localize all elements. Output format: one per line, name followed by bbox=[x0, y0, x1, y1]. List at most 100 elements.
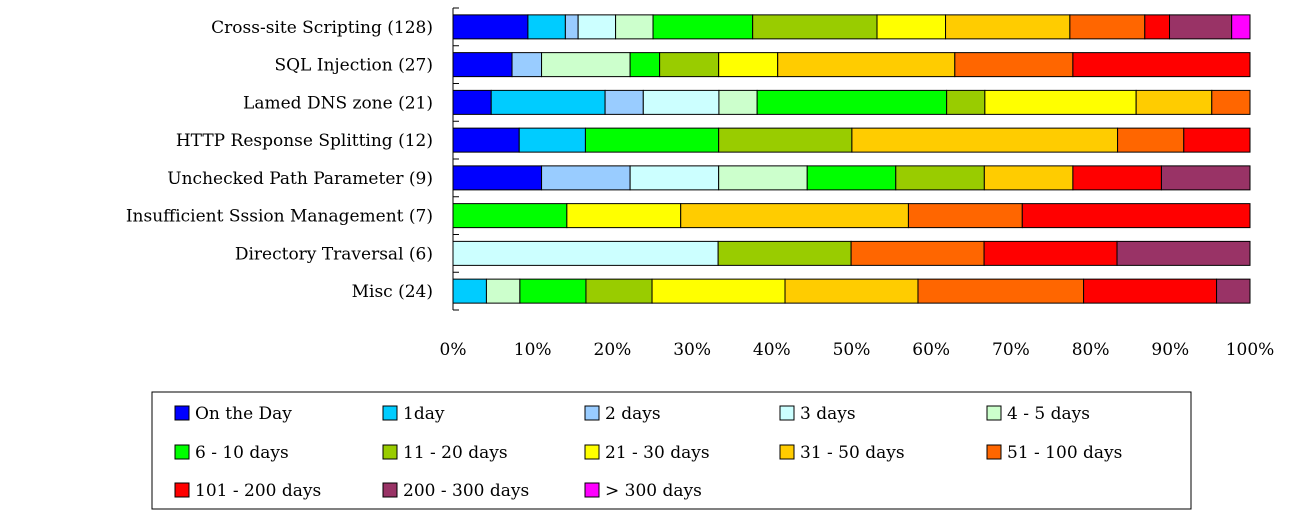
x-tick-label: 20% bbox=[594, 340, 632, 360]
bar-segment bbox=[983, 165, 1074, 191]
legend-label: > 300 days bbox=[605, 481, 702, 501]
legend-swatch bbox=[174, 482, 190, 498]
bar-segment bbox=[511, 52, 543, 78]
bar-segment bbox=[452, 89, 492, 115]
bar-segment bbox=[452, 127, 520, 153]
category-label: Directory Traversal (6) bbox=[235, 244, 433, 264]
bar-segment bbox=[1116, 240, 1251, 266]
category-label: HTTP Response Splitting (12) bbox=[176, 131, 433, 151]
bar-segment bbox=[1069, 14, 1146, 40]
bar-segment bbox=[983, 240, 1118, 266]
x-tick-label: 30% bbox=[673, 340, 711, 360]
category-label: Insufficient Sssion Management (7) bbox=[126, 207, 433, 227]
legend: On the Day 1day 2 days 3 days 4 - 5 days 6 - … bbox=[174, 404, 1122, 501]
legend-label: 21 - 30 days bbox=[605, 443, 710, 463]
bar-segment bbox=[1169, 14, 1233, 40]
x-tick-label: 40% bbox=[753, 340, 791, 360]
legend-swatch bbox=[779, 444, 795, 460]
bar-segment bbox=[577, 14, 617, 40]
bar-segment bbox=[945, 14, 1071, 40]
legend-label: 4 - 5 days bbox=[1007, 404, 1090, 424]
bar-segment bbox=[806, 165, 897, 191]
bar-segment bbox=[680, 203, 909, 229]
legend-label: 11 - 20 days bbox=[403, 443, 508, 463]
legend-swatch bbox=[779, 405, 795, 421]
bar-segment bbox=[629, 165, 720, 191]
bar-segment bbox=[1211, 89, 1251, 115]
y-axis bbox=[452, 7, 459, 311]
bar-segment bbox=[1072, 165, 1162, 191]
bar-segment bbox=[984, 89, 1137, 115]
bar-segment bbox=[452, 240, 719, 266]
legend-box bbox=[151, 391, 1192, 510]
category-label: Unchecked Path Parameter (9) bbox=[167, 169, 433, 189]
x-tick-labels: 0% 10% 20% 30% 40% 50% 60% 70% 80% 90% 100% bbox=[440, 340, 1275, 360]
bar-segment bbox=[615, 14, 654, 40]
bar-segment bbox=[642, 89, 720, 115]
bar-segment bbox=[518, 127, 586, 153]
x-tick-label: 100% bbox=[1226, 340, 1275, 360]
bar-segment bbox=[718, 127, 853, 153]
bar-segment bbox=[452, 165, 543, 191]
bar-segment bbox=[1083, 278, 1218, 304]
bar-segment bbox=[566, 203, 682, 229]
bar-segment bbox=[1135, 89, 1213, 115]
bar-segment bbox=[917, 278, 1085, 304]
legend-label: 6 - 10 days bbox=[195, 443, 289, 463]
bar-segment bbox=[1117, 127, 1185, 153]
x-tick-label: 70% bbox=[992, 340, 1030, 360]
legend-swatch bbox=[382, 405, 398, 421]
bar-segment bbox=[851, 127, 1119, 153]
bar-segment bbox=[452, 14, 529, 40]
bar-segment bbox=[1160, 165, 1251, 191]
category-label: Misc (24) bbox=[352, 282, 433, 302]
bar-segment bbox=[752, 14, 878, 40]
bar-segment bbox=[1216, 278, 1251, 304]
legend-label: 51 - 100 days bbox=[1007, 443, 1122, 463]
bar-segment bbox=[1231, 14, 1251, 40]
x-tick-label: 80% bbox=[1072, 340, 1110, 360]
bar-segment bbox=[452, 278, 487, 304]
bar-segment bbox=[519, 278, 587, 304]
bar-segment bbox=[485, 278, 521, 304]
legend-swatch bbox=[382, 482, 398, 498]
bar-segment bbox=[584, 127, 720, 153]
bar-segment bbox=[541, 52, 631, 78]
category-labels: Cross-site Scripting (128) SQL Injection … bbox=[126, 18, 433, 302]
bar-segment bbox=[452, 203, 568, 229]
bar-segment bbox=[756, 89, 948, 115]
bar-segment bbox=[718, 165, 808, 191]
bar-segment bbox=[604, 89, 644, 115]
bar-segment bbox=[629, 52, 661, 78]
x-tick-label: 10% bbox=[514, 340, 552, 360]
bar-segment bbox=[527, 14, 566, 40]
bar-segment bbox=[876, 14, 947, 40]
category-label: SQL Injection (27) bbox=[274, 56, 433, 76]
x-tick-label: 50% bbox=[833, 340, 871, 360]
x-tick-label: 60% bbox=[912, 340, 950, 360]
legend-label: 101 - 200 days bbox=[195, 481, 321, 501]
legend-swatch bbox=[174, 444, 190, 460]
legend-label: 2 days bbox=[605, 404, 661, 424]
bar-segment bbox=[1144, 14, 1171, 40]
bar-segment bbox=[850, 240, 985, 266]
legend-swatch bbox=[986, 405, 1002, 421]
bar-segment bbox=[907, 203, 1023, 229]
bar-segment bbox=[954, 52, 1074, 78]
bar-segment bbox=[718, 89, 758, 115]
legend-swatch bbox=[174, 405, 190, 421]
legend-label: On the Day bbox=[195, 404, 292, 424]
bar-segment bbox=[652, 14, 754, 40]
bar-segment bbox=[718, 52, 779, 78]
x-tick-label: 90% bbox=[1151, 340, 1189, 360]
bar-segment bbox=[659, 52, 720, 78]
x-tick-label: 0% bbox=[440, 340, 467, 360]
bar-segment bbox=[1072, 52, 1251, 78]
legend-label: 3 days bbox=[800, 404, 856, 424]
bar-segment bbox=[784, 278, 919, 304]
legend-swatch bbox=[584, 444, 600, 460]
bar-segment bbox=[777, 52, 956, 78]
category-label: Cross-site Scripting (128) bbox=[211, 18, 433, 38]
legend-swatch bbox=[584, 482, 600, 498]
